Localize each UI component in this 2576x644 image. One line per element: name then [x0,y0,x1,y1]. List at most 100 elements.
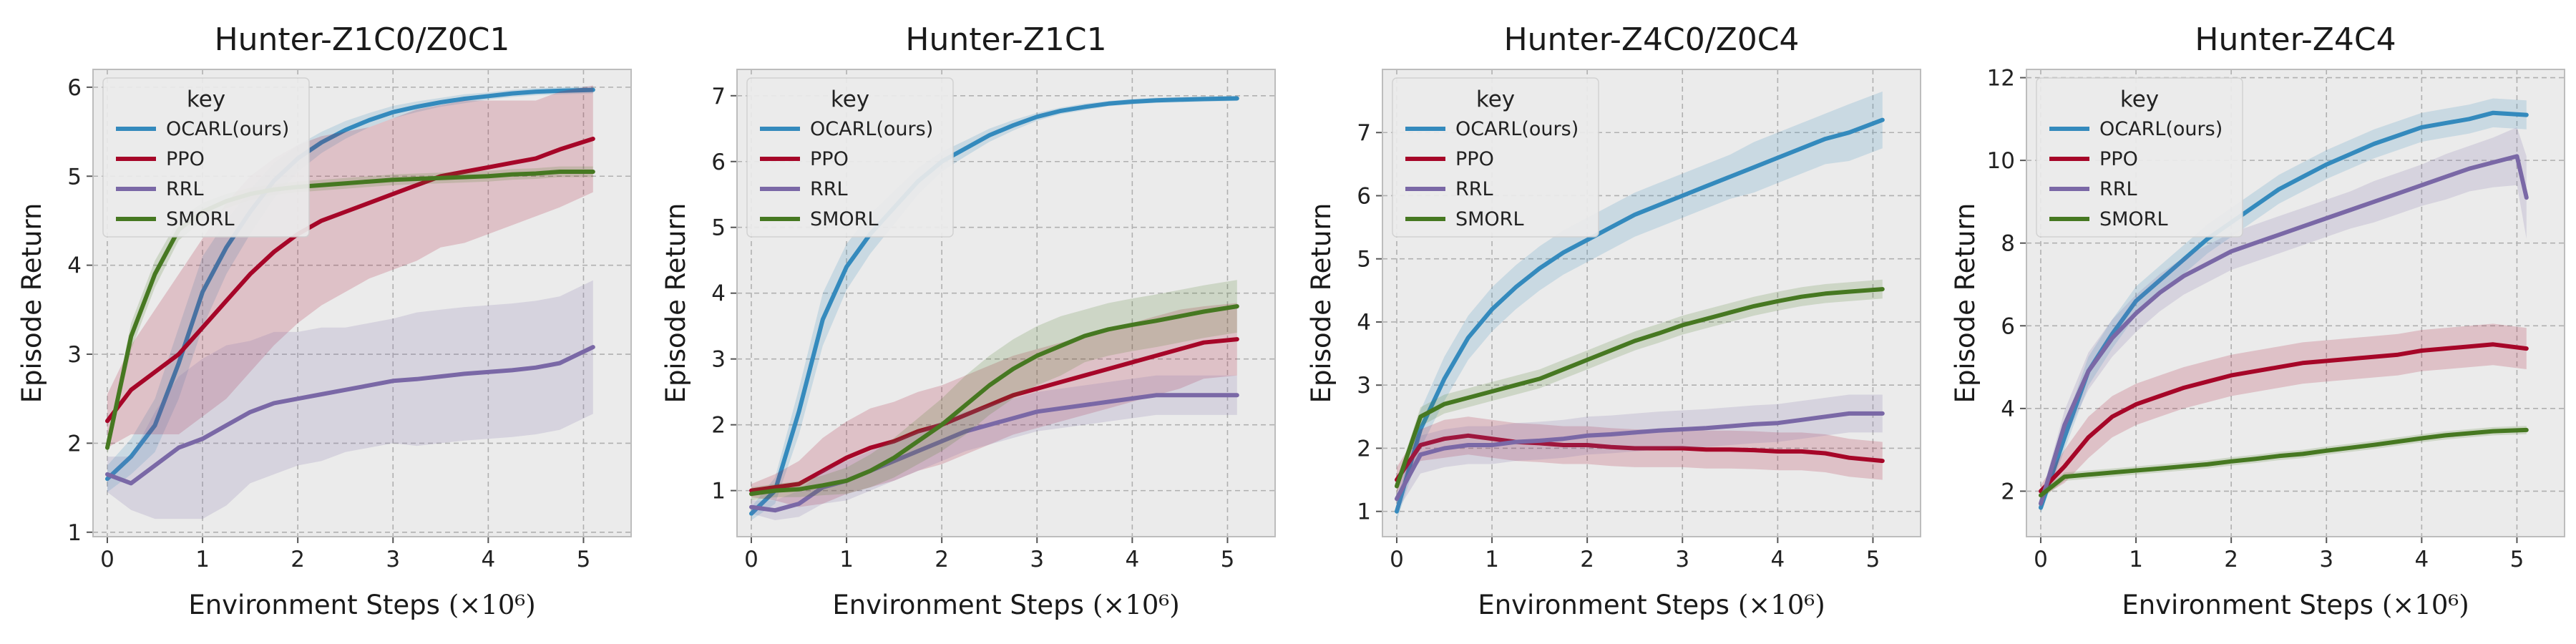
chart-title: Hunter-Z1C0/Z0C1 [215,21,510,58]
x-tick-label: 0 [1390,547,1404,572]
legend-entry-ocarl-ours-: OCARL(ours) [2099,118,2223,140]
series-group [749,95,1239,521]
y-axis-label: Episode Return [16,203,47,404]
series-line-smorl [749,304,1239,497]
x-tick-label: 0 [100,547,114,572]
x-tick-label: 5 [1866,547,1880,572]
x-tick-label: 3 [386,547,400,572]
x-tick-label: 2 [291,547,305,572]
x-tick-label: 5 [1221,547,1235,572]
x-tick-label: 3 [1675,547,1689,572]
x-axis-label-text: Environment Steps [2122,590,2373,620]
x-axis-label-text: Environment Steps [188,590,440,620]
series-line-ocarl-ours- [2039,110,2529,510]
legend-box [1392,77,1599,238]
chart-title: Hunter-Z4C4 [2195,21,2396,58]
chart-title: Hunter-Z1C1 [905,21,1106,58]
plot-frame [1382,69,1921,537]
series-line-smorl [1395,287,1885,489]
y-tick-label: 1 [711,479,726,504]
series-line-ocarl-ours- [749,96,1239,516]
y-tick-label: 5 [1357,247,1371,273]
y-tick-label: 8 [2001,231,2015,257]
x-axis-label-unit: (×10⁶) [449,590,536,620]
x-tick-label: 2 [935,547,949,572]
y-tick-label: 5 [711,215,726,241]
series-band-smorl [2041,426,2527,499]
legend-entry-rrl: RRL [2099,178,2137,200]
legend-entry-ppo: PPO [810,148,849,170]
series-line-ppo [749,337,1239,493]
series-group [2039,98,2529,514]
y-tick-label: 6 [1357,183,1371,209]
y-tick-label: 3 [1357,373,1371,399]
x-tick-label: 1 [1485,547,1499,572]
y-tick-label: 3 [67,342,82,368]
y-tick-label: 12 [1987,66,2015,92]
legend-entry-smorl: SMORL [810,208,879,230]
x-tick-label: 4 [481,547,495,572]
chart-title: Hunter-Z4C0/Z0C4 [1504,21,1800,58]
legend-title: key [2120,87,2159,112]
y-tick-label: 7 [711,84,726,109]
x-axis-label-unit: (×10⁶) [1738,590,1825,620]
x-axis-label: Environment Steps (×10⁶) [832,590,1179,620]
y-tick-label: 4 [2001,396,2015,422]
x-axis-label: Environment Steps (×10⁶) [1478,590,1825,620]
legend-entry-ocarl-ours-: OCARL(ours) [810,118,933,140]
series-band-ocarl-ours- [2041,98,2527,514]
x-tick-label: 0 [744,547,758,572]
legend-title: key [831,87,869,112]
x-tick-label: 1 [195,547,210,572]
y-tick-label: 6 [2001,313,2015,339]
y-tick-label: 2 [2001,479,2015,504]
x-tick-label: 1 [839,547,854,572]
y-axis-label: Episode Return [1950,203,1981,404]
plot-frame [2026,69,2565,537]
x-tick-label: 5 [577,547,591,572]
x-tick-label: 0 [2034,547,2048,572]
legend-entry-ppo: PPO [1455,148,1494,170]
legend-entry-smorl: SMORL [1455,208,1524,230]
series-line-rrl [2039,154,2529,506]
legend-entry-ppo: PPO [2099,148,2138,170]
chart-panel-3: 0 1 2 3 4 51234567Hunter-Z4C0/Z0C4Environment… [1306,21,1921,620]
series-line-smorl [2039,427,2529,498]
series-line-rrl [1395,411,1885,502]
series-line-rrl [105,345,595,486]
legend-entry-rrl: RRL [810,178,848,200]
legend-entry-rrl: RRL [1455,178,1493,200]
x-tick-label: 3 [1030,547,1044,572]
legend-box [746,77,954,238]
series-band-ppo [2041,323,2527,498]
legend: key OCARL(ours) PPO RRL SMORL [102,77,310,238]
series-group [105,85,595,519]
series-band-ppo [1397,416,1883,493]
y-tick-label: 7 [1357,120,1371,146]
chart-panel-2: 0 1 2 3 4 5 1 2 3 4 5 6 7 Hunter-Z1C1 Environment Step… [660,21,1276,620]
series-line-ppo [105,137,595,424]
y-tick-label: 10 [1987,148,2015,174]
series-band-smorl [751,280,1237,501]
series-band-smorl [1397,279,1883,493]
y-tick-label: 3 [711,347,726,373]
x-axis-label-text: Environment Steps [1478,590,1729,620]
y-tick-label: 6 [711,150,726,175]
chart-panel-1: 0 1 2 3 4 5123456Hunter-Z1C0/Z0C1Environment … [16,21,632,620]
plot-frame [736,69,1276,537]
plot-frame [92,69,632,537]
legend: key OCARL(ours) PPO RRL SMORL [1392,77,1599,238]
x-tick-label: 3 [2319,547,2333,572]
y-tick-label: 4 [711,281,726,307]
legend-box [2036,77,2243,238]
series-band-rrl [107,280,593,519]
series-line-ocarl-ours- [105,87,595,482]
y-axis-label: Episode Return [660,203,691,404]
x-tick-label: 4 [1770,547,1785,572]
x-tick-label: 4 [2414,547,2429,572]
x-axis-label: Environment Steps (×10⁶) [2122,590,2469,620]
x-axis-label: Environment Steps (×10⁶) [188,590,535,620]
legend: key OCARL(ours) PPO RRL SMORL [2036,77,2243,238]
